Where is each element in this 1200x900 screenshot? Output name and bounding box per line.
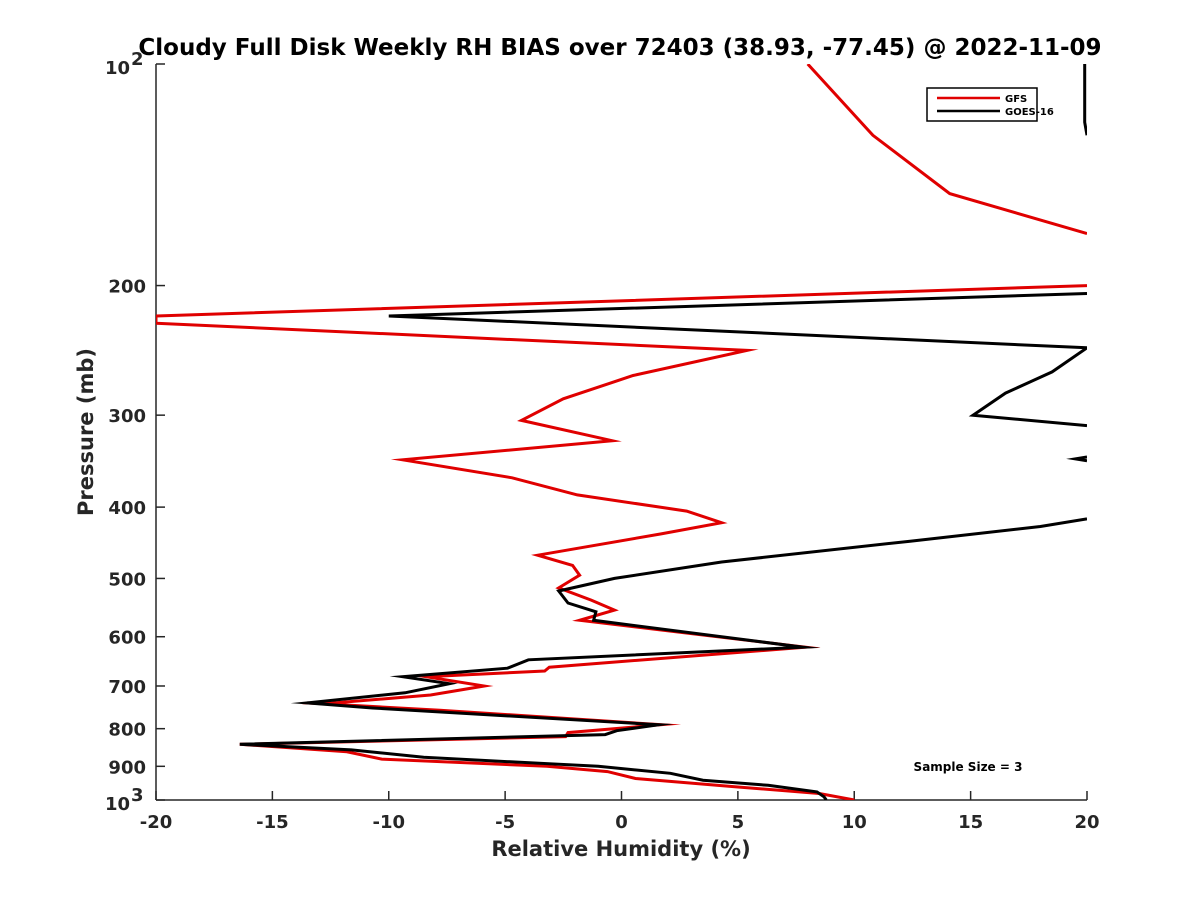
- y-tick-label: 500: [108, 569, 146, 590]
- series-goes16: [239, 64, 1087, 800]
- y-tick-label: 900: [108, 757, 146, 778]
- x-tick-label: -15: [256, 812, 289, 833]
- x-tick-label: 10: [842, 812, 867, 833]
- series-layer: [156, 64, 1087, 800]
- x-tick-label: -5: [495, 812, 515, 833]
- chart-title: Cloudy Full Disk Weekly RH BIAS over 724…: [138, 35, 1101, 61]
- x-tick-label: 5: [732, 812, 745, 833]
- y-axis-label: Pressure (mb): [74, 348, 98, 516]
- y-tick-label: 10: [105, 794, 130, 815]
- series-line: [239, 64, 1087, 800]
- x-tick-label: -20: [140, 812, 173, 833]
- legend-label-gfs: GFS: [1005, 94, 1027, 105]
- x-tick-label: -10: [372, 812, 405, 833]
- y-tick-label: 400: [108, 498, 146, 519]
- y-tick-label: 300: [108, 406, 146, 427]
- series-line: [156, 64, 1087, 800]
- series-gfs: [156, 64, 1087, 800]
- sample-size-annotation: Sample Size = 3: [914, 760, 1023, 774]
- legend-label-goes16: GOES-16: [1005, 107, 1054, 118]
- x-axis-label: Relative Humidity (%): [491, 837, 750, 861]
- y-tick-label: 10: [105, 58, 130, 79]
- legend: GFS GOES-16: [926, 87, 1054, 122]
- y-tick-exponent: 3: [131, 785, 144, 806]
- y-tick-label: 200: [108, 277, 146, 298]
- y-tick-exponent: 2: [131, 49, 144, 70]
- x-tick-label: 20: [1074, 812, 1099, 833]
- legend-box: [926, 87, 1038, 122]
- y-tick-label: 700: [108, 677, 146, 698]
- y-tick-label: 800: [108, 720, 146, 741]
- y-tick-label: 600: [108, 628, 146, 649]
- x-tick-label: 15: [958, 812, 983, 833]
- x-tick-label: 0: [615, 812, 628, 833]
